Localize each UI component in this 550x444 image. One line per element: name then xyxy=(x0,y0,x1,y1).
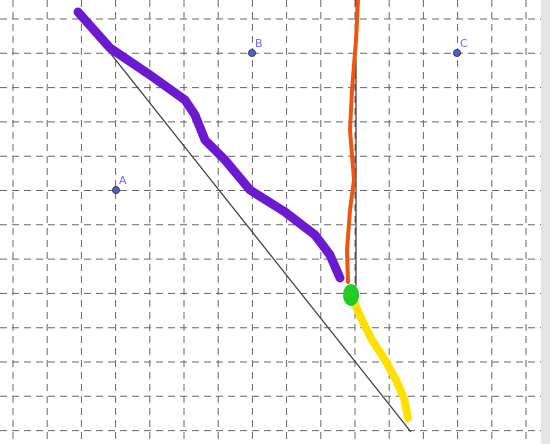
scrollbar xyxy=(541,0,550,444)
point xyxy=(112,186,120,194)
point-label: B xyxy=(255,37,263,50)
orange-stroke xyxy=(345,0,360,284)
points: A B C xyxy=(112,37,468,194)
purple-stroke xyxy=(73,7,345,283)
yellow-stroke xyxy=(350,298,412,422)
point xyxy=(453,49,461,57)
green-stroke xyxy=(343,284,359,306)
point-label: A xyxy=(119,174,127,187)
line xyxy=(79,14,412,433)
point-label: C xyxy=(460,37,468,50)
point xyxy=(248,49,256,57)
